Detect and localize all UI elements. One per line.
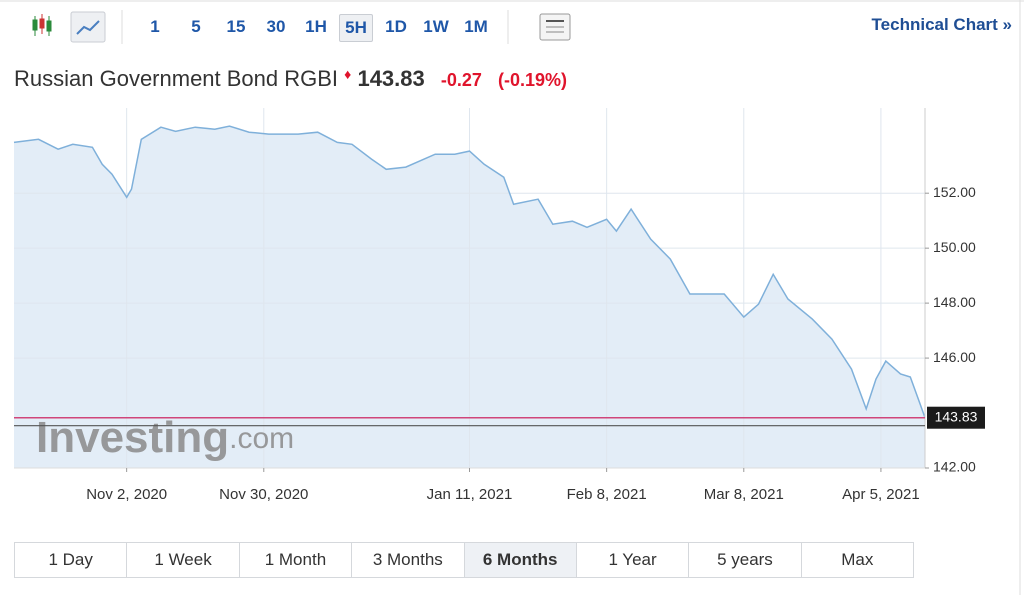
last-value-label: 143.83 (935, 408, 978, 424)
interval-button[interactable]: 5 (191, 17, 201, 36)
interval-button[interactable]: 15 (226, 17, 246, 36)
y-tick-label: 146.00 (933, 349, 976, 365)
line-icon[interactable] (70, 11, 106, 43)
interval-button[interactable]: 1 (150, 17, 160, 36)
range-button[interactable]: Max (841, 550, 874, 569)
watermark: Investing.com (36, 413, 294, 462)
y-tick-label: 142.00 (933, 459, 976, 475)
interval-button[interactable]: 1H (305, 17, 327, 36)
interval-button[interactable]: 1W (423, 17, 449, 36)
y-tick-label: 152.00 (933, 184, 976, 200)
range-button[interactable]: 5 years (689, 543, 802, 577)
change: -0.27 (440, 70, 482, 90)
range-button[interactable]: 1 Year (577, 543, 690, 577)
y-tick-label: 150.00 (933, 239, 976, 255)
x-tick-label: Apr 5, 2021 (842, 486, 920, 503)
interval-button[interactable]: 5H (339, 14, 373, 42)
x-tick-label: Jan 11, 2021 (427, 486, 513, 503)
down-arrow: ♦ (344, 66, 352, 82)
instrument-name: Russian Government Bond RGBI (14, 66, 339, 91)
x-tick-label: Nov 2, 2020 (86, 486, 167, 503)
x-tick-label: Feb 8, 2021 (567, 486, 647, 503)
x-tick-label: Mar 8, 2021 (704, 486, 784, 503)
range-button[interactable]: 1 Week (127, 543, 240, 577)
line-icon-path (76, 20, 100, 35)
interval-button[interactable]: 1M (464, 17, 488, 36)
range-button[interactable]: 6 Months (464, 543, 577, 577)
y-tick-label: 148.00 (933, 294, 976, 310)
price: 143.83 (357, 66, 425, 91)
range-buttons: 1 Day 1 Week 1 Month 3 Months 6 Months 1 Year… (14, 542, 914, 578)
range-button[interactable]: 1 Month (240, 543, 353, 577)
line (13, 125, 926, 418)
interval-button[interactable]: 1D (385, 17, 407, 36)
interval-button[interactable]: 30 (266, 17, 286, 36)
watermark-brand: Investing (36, 413, 229, 462)
change-percent: (-0.19%) (498, 70, 568, 90)
range-button[interactable]: 3 Months (352, 543, 465, 577)
last-value-box (927, 406, 985, 429)
candle-icon[interactable] (32, 14, 52, 36)
header: Russian Government Bond RGBI ♦ 143.83 -0… (14, 66, 567, 92)
watermark-suffix: .com (229, 422, 294, 455)
x-tick-label: Nov 30, 2020 (219, 486, 308, 503)
range-button[interactable]: 1 Day (15, 543, 128, 577)
technical-chart-link[interactable]: Technical Chart » (871, 15, 1012, 34)
